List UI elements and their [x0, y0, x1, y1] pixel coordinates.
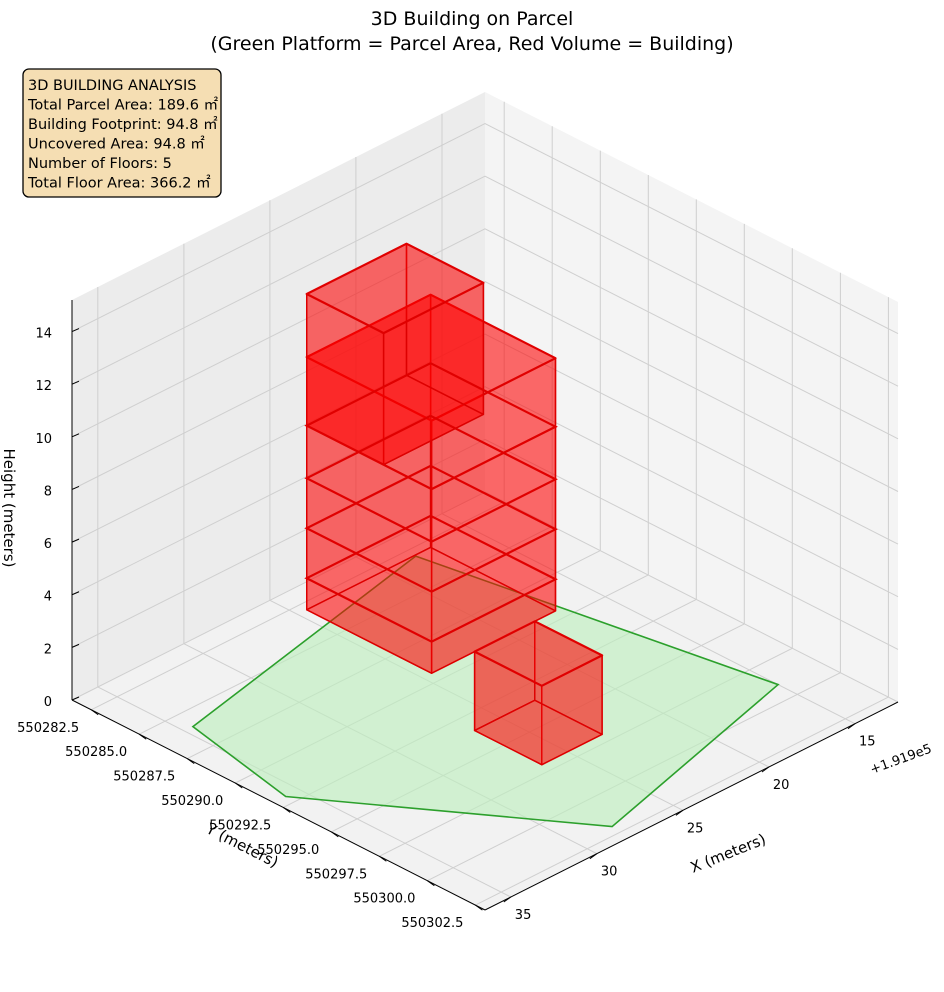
y-tick-mark — [186, 758, 195, 765]
y-tick-label: 550300.0 — [353, 892, 415, 907]
x-tick-mark — [503, 896, 512, 903]
x-tick-label: 20 — [773, 778, 790, 793]
z-tick-mark — [71, 433, 80, 438]
z-tick-label: 8 — [44, 485, 52, 500]
info-uncovered-area: Uncovered Area: 94.8 ㎡ — [28, 136, 205, 153]
info-number-of-floors: Number of Floors: 5 — [28, 156, 172, 172]
x-axis-label: X (meters) — [688, 830, 769, 877]
parcel-polygon — [191, 555, 780, 828]
x-tick-label: 15 — [859, 735, 876, 750]
z-tick-label: 12 — [35, 379, 52, 394]
grid-line-z — [71, 438, 899, 650]
x-tick-label: 30 — [601, 865, 618, 880]
z-axis-label: Height (meters) — [0, 449, 18, 568]
building-block-middle-block — [305, 293, 557, 674]
z-tick-label: 2 — [44, 642, 52, 657]
floor-level-outline — [304, 514, 558, 643]
z-tick-mark — [71, 538, 80, 543]
grid-line-z — [71, 228, 899, 440]
info-box-title: 3D BUILDING ANALYSIS — [28, 78, 196, 94]
y-tick-label: 550295.0 — [257, 843, 319, 858]
building-bottom-face — [306, 546, 557, 674]
grid-line-z — [71, 491, 899, 703]
x-offset-label: +1.919e5 — [868, 742, 934, 778]
info-parcel-area: Total Parcel Area: 189.6 ㎡ — [27, 97, 219, 114]
x-tick-mark — [847, 723, 856, 730]
side-wall-pane — [485, 92, 898, 702]
y-tick-label: 550302.5 — [401, 916, 463, 931]
floor-level-outline — [304, 362, 558, 491]
y-tick-label: 550285.0 — [65, 745, 127, 760]
chart-title-line2: (Green Platform = Parcel Area, Red Volum… — [210, 33, 733, 55]
z-tick-mark — [71, 486, 80, 490]
building-block-upper-block — [305, 242, 485, 466]
z-tick-label: 14 — [35, 327, 52, 342]
building-block-lower-block — [473, 620, 604, 766]
z-tick-label: 6 — [44, 537, 52, 552]
y-tick-label: 550297.5 — [305, 867, 367, 882]
y-tick-mark — [331, 831, 339, 838]
y-tick-mark — [427, 880, 435, 887]
building-top-face — [305, 242, 485, 335]
z-tick-label: 10 — [35, 432, 52, 447]
z-tick-mark — [71, 696, 80, 701]
y-tick-mark — [379, 855, 387, 862]
x-axis-line — [484, 701, 899, 911]
z-tick-label: 4 — [44, 590, 52, 605]
y-tick-mark — [234, 782, 243, 789]
x-tick-mark — [589, 853, 598, 860]
floor-level-outline — [304, 464, 558, 593]
z-tick-label: 0 — [44, 695, 52, 710]
y-tick-label: 550290.0 — [161, 794, 223, 809]
y-tick-mark — [90, 709, 99, 716]
x-tick-label: 25 — [687, 821, 704, 836]
y-tick-mark — [138, 733, 147, 740]
grid-line-z — [71, 123, 899, 335]
info-total-floor-area: Total Floor Area: 366.2 ㎡ — [27, 175, 211, 192]
z-tick-mark — [71, 591, 80, 596]
y-tick-label: 550292.5 — [209, 818, 271, 833]
floor-level-outline — [304, 414, 558, 543]
grid-line-z — [71, 386, 899, 598]
info-box: 3D BUILDING ANALYSIS Total Parcel Area: … — [22, 68, 222, 198]
y-tick-mark — [283, 807, 291, 813]
x-tick-mark — [761, 766, 770, 773]
grid-line-z — [71, 333, 899, 545]
info-building-footprint: Building Footprint: 94.8 ㎡ — [28, 116, 218, 133]
y-tick-label: 550282.5 — [17, 721, 79, 736]
chart-title-line1: 3D Building on Parcel — [371, 8, 574, 30]
building-bottom-face — [473, 699, 603, 766]
grid-line-z — [71, 280, 899, 492]
axes: 1520253035550282.5550285.0550287.5550290… — [17, 300, 899, 931]
x-tick-label: 35 — [515, 908, 532, 923]
info-box-background — [22, 68, 222, 198]
z-tick-mark — [71, 380, 80, 385]
y-tick-mark — [475, 904, 483, 911]
plot-area — [191, 242, 780, 828]
grid-line-z — [71, 175, 899, 387]
z-tick-mark — [71, 643, 80, 648]
z-tick-mark — [71, 328, 80, 333]
y-tick-label: 550287.5 — [113, 770, 175, 785]
back-wall-pane — [72, 92, 485, 700]
x-tick-mark — [675, 809, 684, 816]
